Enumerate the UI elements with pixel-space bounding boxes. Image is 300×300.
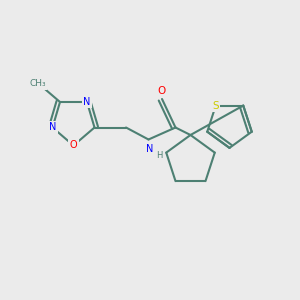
Text: O: O [158, 86, 166, 97]
Text: N: N [49, 122, 56, 133]
Text: H: H [156, 152, 162, 160]
Text: N: N [83, 97, 91, 107]
Text: O: O [70, 140, 77, 151]
Text: S: S [212, 100, 219, 111]
Text: CH₃: CH₃ [29, 80, 46, 88]
Text: N: N [146, 143, 154, 154]
